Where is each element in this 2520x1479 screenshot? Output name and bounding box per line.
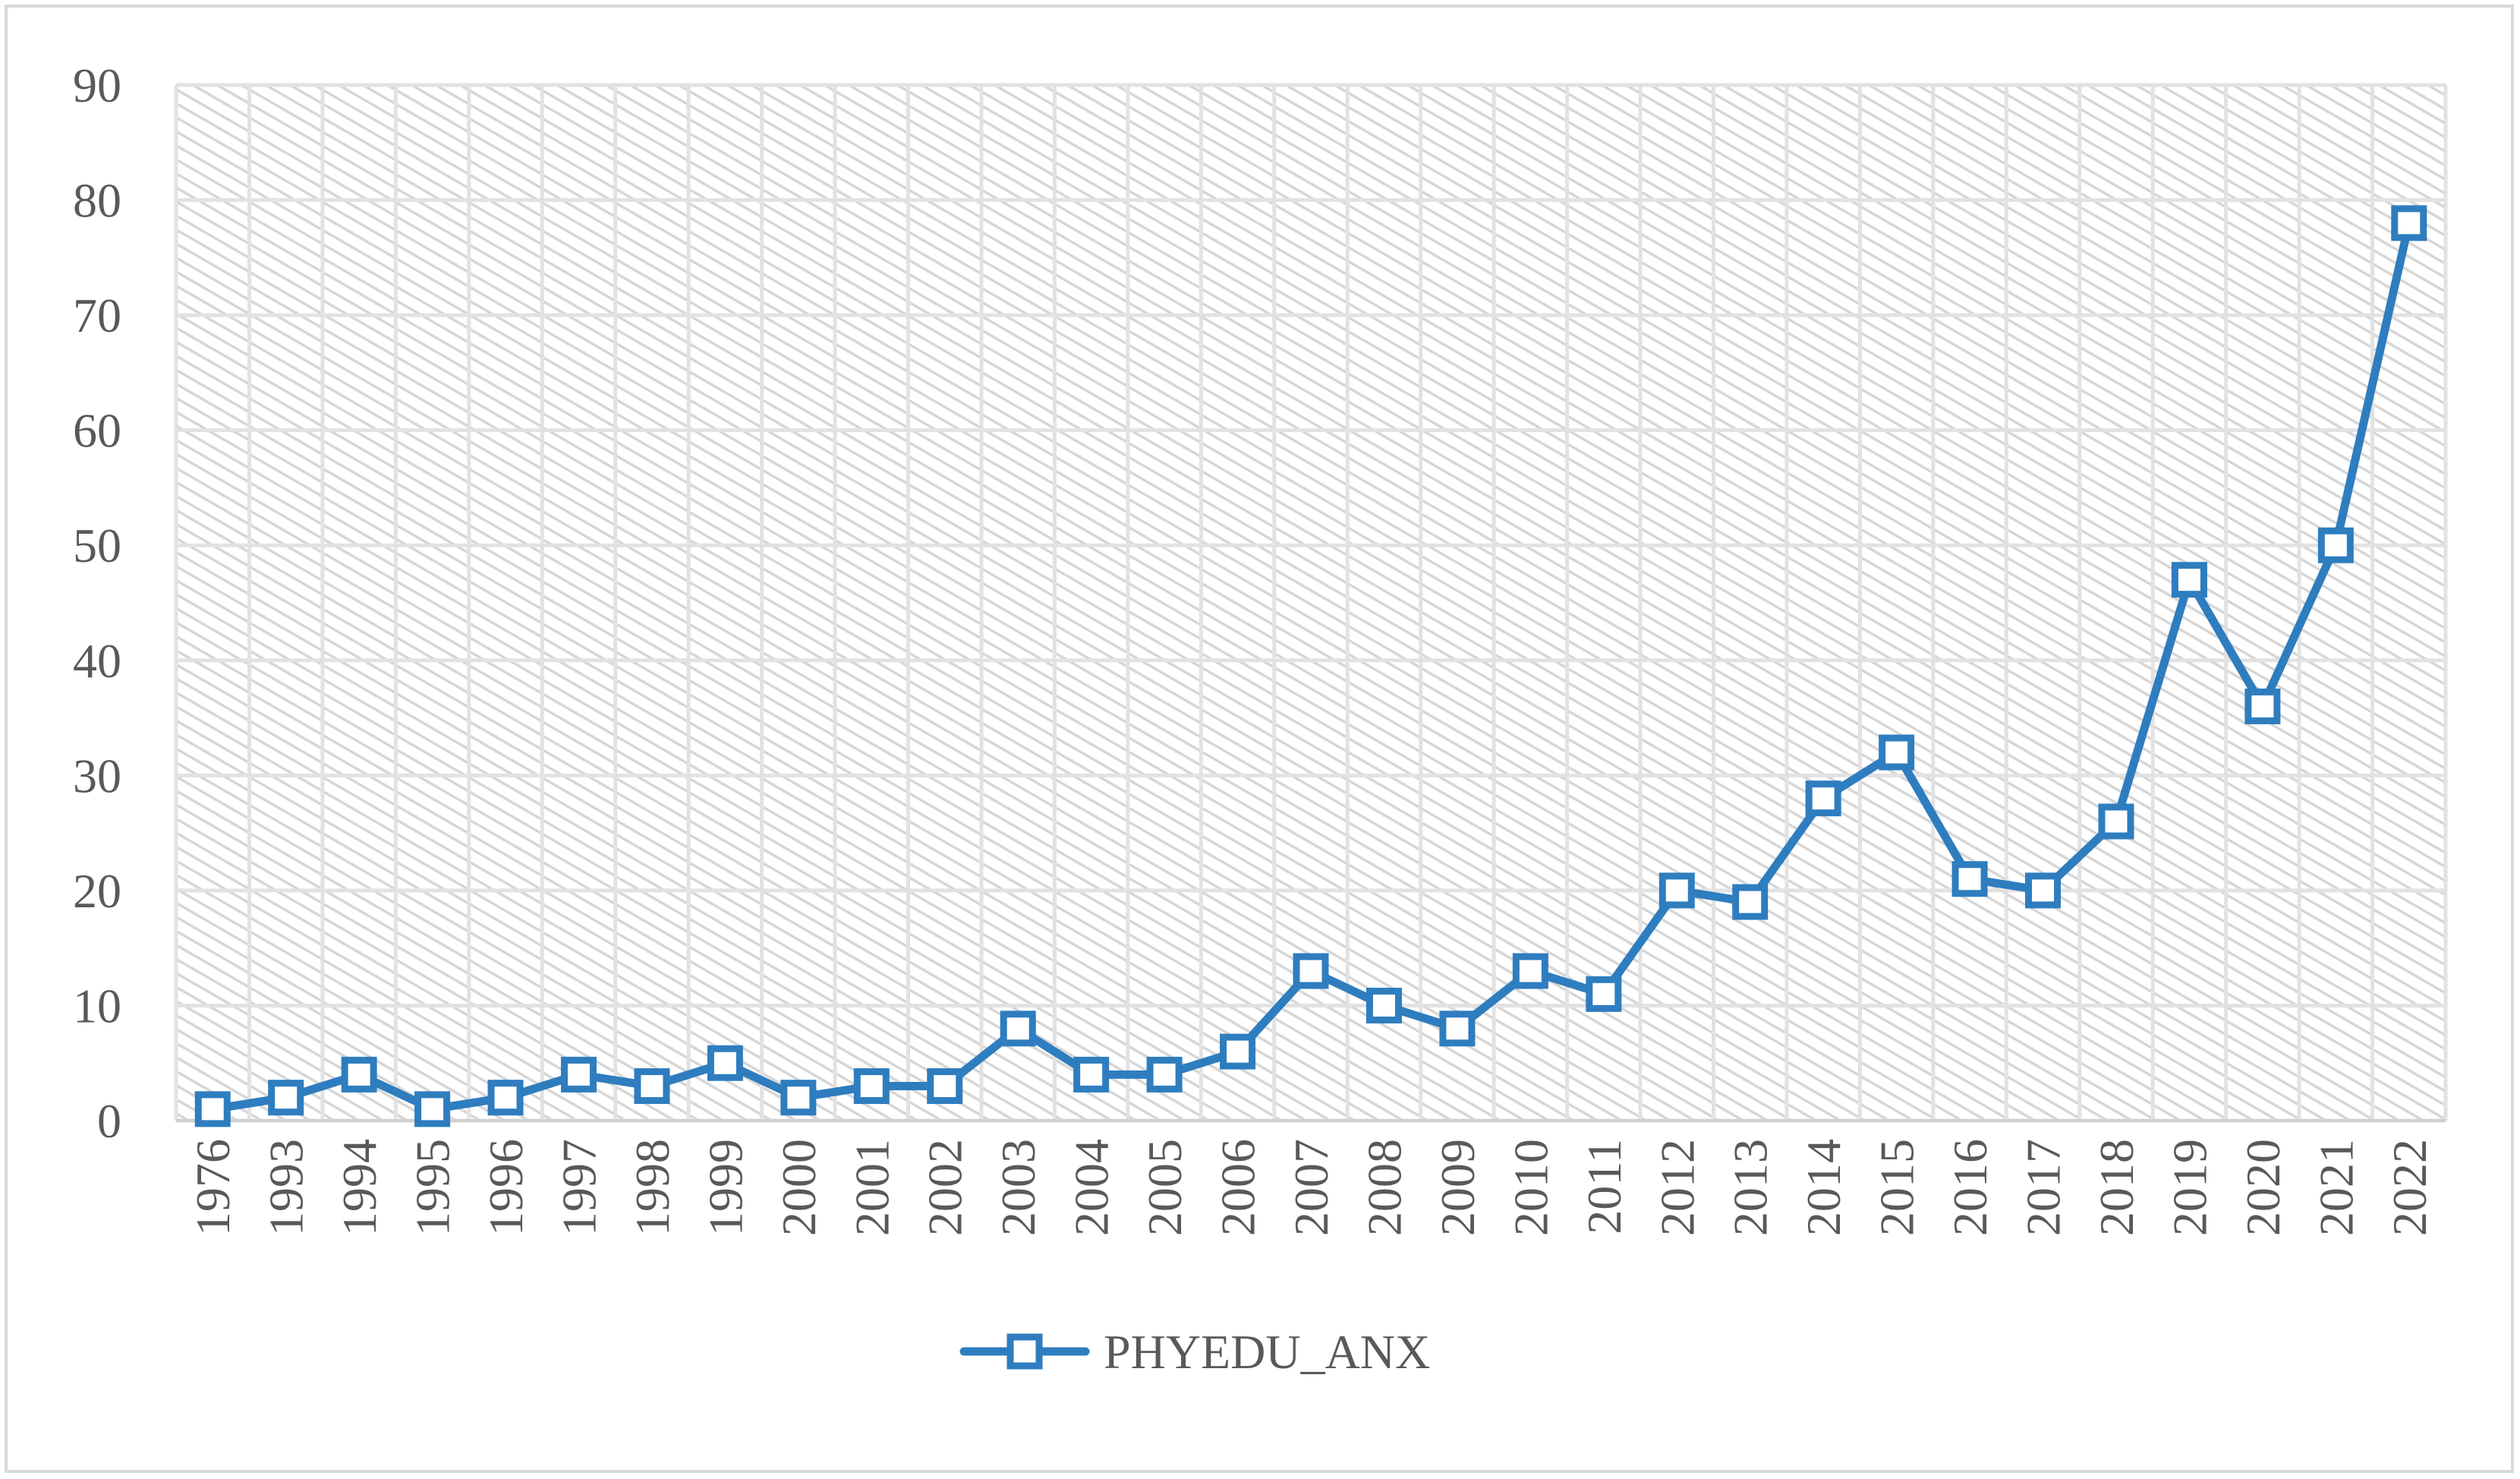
y-tick-label: 0 bbox=[97, 1094, 121, 1148]
x-tick-label: 2008 bbox=[1357, 1139, 1411, 1236]
data-point-marker bbox=[1951, 861, 1988, 897]
x-tick-label: 2017 bbox=[2017, 1139, 2071, 1236]
data-point-marker bbox=[1879, 734, 1915, 771]
x-tick-label: 1976 bbox=[186, 1139, 240, 1236]
chart-frame: 0 10 20 30 40 50 60 70 80 90 1976 1993 1994 1995 1996… bbox=[5, 5, 2514, 1473]
x-tick-label: 1995 bbox=[406, 1139, 460, 1236]
y-tick-label: 90 bbox=[73, 58, 121, 112]
x-tick-label: 2000 bbox=[772, 1139, 826, 1236]
x-tick-label: 2021 bbox=[2309, 1139, 2363, 1236]
data-point-marker bbox=[1805, 780, 1841, 817]
data-point-marker bbox=[2098, 803, 2134, 840]
x-tick-label: 2013 bbox=[1724, 1139, 1778, 1236]
data-point-marker bbox=[2317, 527, 2354, 563]
data-point-marker bbox=[1146, 1056, 1183, 1093]
y-tick-label: 50 bbox=[73, 519, 121, 572]
x-tick-label: 2012 bbox=[1650, 1139, 1704, 1236]
data-point-marker bbox=[707, 1045, 743, 1081]
x-tick-label: 2005 bbox=[1138, 1139, 1192, 1236]
data-point-marker bbox=[341, 1056, 377, 1093]
x-tick-label: 1996 bbox=[479, 1139, 533, 1236]
y-tick-label: 10 bbox=[73, 979, 121, 1033]
plot-area-background bbox=[176, 85, 2446, 1121]
x-tick-label: 2014 bbox=[1797, 1139, 1851, 1236]
data-point-marker bbox=[1293, 953, 1329, 989]
data-point-marker bbox=[1586, 976, 1622, 1012]
x-tick-label: 1998 bbox=[625, 1139, 679, 1236]
y-tick-label: 40 bbox=[73, 634, 121, 688]
x-tick-label: 2020 bbox=[2236, 1139, 2290, 1236]
data-point-marker bbox=[2391, 205, 2427, 241]
data-point-marker bbox=[927, 1068, 963, 1105]
data-point-marker bbox=[487, 1080, 524, 1116]
x-tick-label: 2018 bbox=[2090, 1139, 2144, 1236]
data-point-marker bbox=[1000, 1011, 1036, 1047]
x-tick-label: 1999 bbox=[698, 1139, 752, 1236]
x-tick-label: 1993 bbox=[260, 1139, 313, 1236]
y-tick-label: 60 bbox=[73, 404, 121, 458]
x-tick-label: 2019 bbox=[2162, 1139, 2216, 1236]
x-tick-label: 2002 bbox=[918, 1139, 972, 1236]
data-point-marker bbox=[1366, 987, 1402, 1023]
y-tick-label: 20 bbox=[73, 864, 121, 918]
x-tick-label: 2011 bbox=[1577, 1139, 1631, 1235]
y-tick-label: 70 bbox=[73, 289, 121, 342]
data-point-marker bbox=[414, 1091, 451, 1127]
data-point-marker bbox=[2171, 562, 2207, 598]
data-point-marker bbox=[560, 1056, 597, 1093]
legend-label: PHYEDU_ANX bbox=[1104, 1325, 1430, 1379]
x-tick-label: 2010 bbox=[1504, 1139, 1558, 1236]
data-point-marker bbox=[1658, 872, 1695, 909]
x-tick-label: 2016 bbox=[1943, 1139, 1997, 1236]
data-point-marker bbox=[2244, 688, 2281, 724]
data-point-marker bbox=[1439, 1011, 1476, 1047]
data-point-marker bbox=[194, 1091, 231, 1127]
x-tick-label: 2015 bbox=[1870, 1139, 1924, 1236]
x-tick-label: 2022 bbox=[2383, 1139, 2437, 1236]
data-point-marker bbox=[1073, 1056, 1110, 1093]
data-point-marker bbox=[780, 1080, 817, 1116]
legend-marker-swatch bbox=[1006, 1333, 1043, 1370]
data-point-marker bbox=[1732, 884, 1769, 920]
x-tick-label: 1997 bbox=[552, 1139, 606, 1236]
x-tick-label: 2001 bbox=[845, 1139, 899, 1236]
data-point-marker bbox=[268, 1080, 304, 1116]
data-point-marker bbox=[634, 1068, 670, 1105]
x-tick-label: 2006 bbox=[1211, 1139, 1265, 1236]
y-tick-label: 30 bbox=[73, 749, 121, 803]
data-point-marker bbox=[1512, 953, 1548, 989]
data-point-marker bbox=[1220, 1033, 1256, 1070]
x-tick-label: 1994 bbox=[332, 1139, 386, 1236]
x-tick-label: 2007 bbox=[1284, 1139, 1338, 1236]
y-tick-label: 80 bbox=[73, 174, 121, 228]
data-point-marker bbox=[2025, 872, 2062, 909]
data-point-marker bbox=[853, 1068, 890, 1105]
x-tick-label: 2003 bbox=[991, 1139, 1045, 1236]
line-chart: 0 10 20 30 40 50 60 70 80 90 1976 1993 1994 1995 1996… bbox=[73, 58, 2448, 1379]
x-tick-label: 2009 bbox=[1431, 1139, 1485, 1236]
x-tick-label: 2004 bbox=[1065, 1139, 1119, 1236]
